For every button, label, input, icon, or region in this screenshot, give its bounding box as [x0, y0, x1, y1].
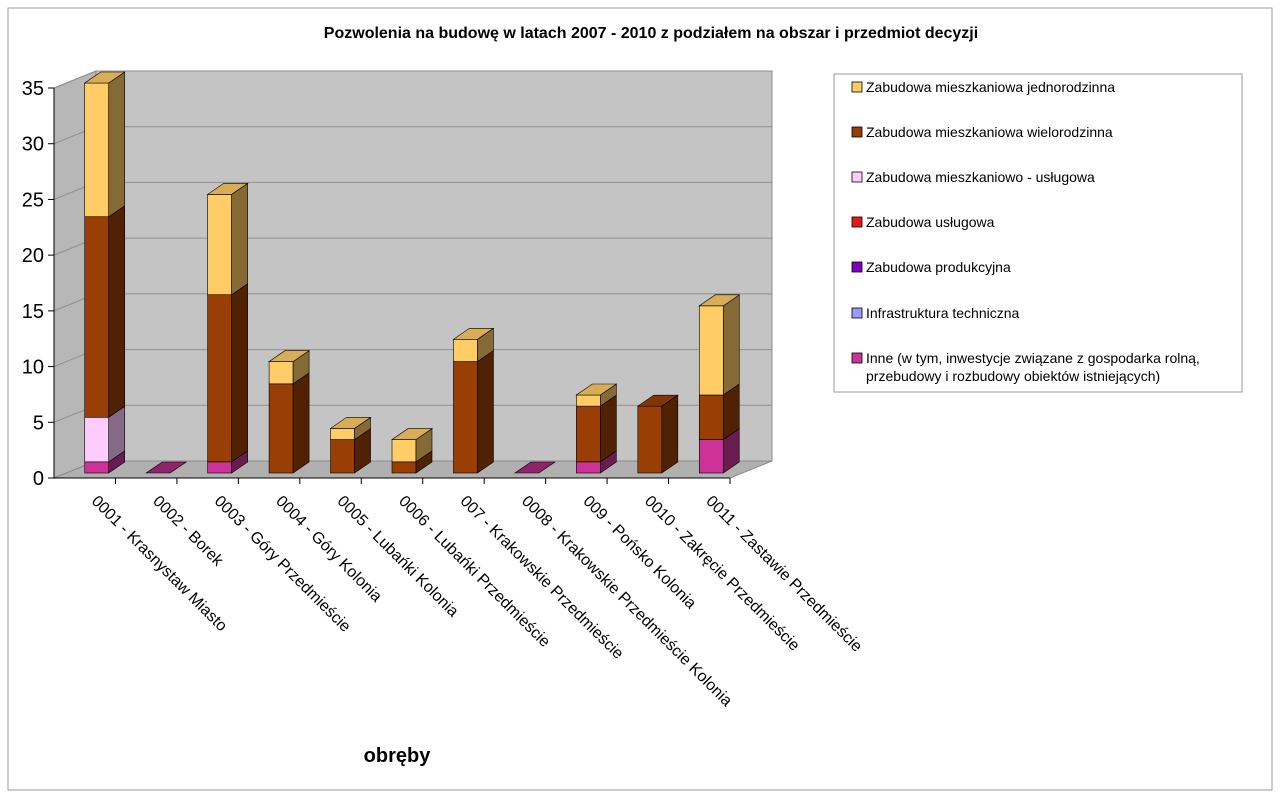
bar-0001-krasnystaw-miasto-zabudowa-mieszkaniowa-jednorodzinna-front — [84, 82, 110, 218]
legend-box — [833, 73, 1243, 393]
chart-title: Pozwolenia na budowę w latach 2007 - 201… — [324, 25, 978, 42]
bar-0010-zakrecie-przedmiescie-zabudowa-mieszkaniowa-wielorodzinna-side — [661, 394, 679, 474]
bar-009-ponsko-kolonia-zabudowa-mieszkaniowa-jednorodzinna-top — [575, 383, 618, 396]
legend-label-zabudowa-produkcyjna: Zabudowa produkcyjna — [866, 259, 1011, 275]
legend-swatch-zabudowa-mieszkaniowa-jednorodzinna — [851, 81, 863, 93]
legend-label-zabudowa-mieszkaniowo-us-ugowa: Zabudowa mieszkaniowo - usługowa — [866, 169, 1095, 185]
legend-label-line: przebudowy i rozbudowy obiektów istnieją… — [866, 368, 1160, 384]
bar-0011-zastawie-przedmiescie-zabudowa-mieszkaniowa-wielorodzinna-front — [698, 394, 724, 440]
legend-label-zabudowa-mieszkaniowa-jednorodzinna: Zabudowa mieszkaniowa jednorodzinna — [866, 79, 1115, 95]
gridline — [53, 70, 772, 89]
legend-swatch-zabudowa-produkcyjna — [851, 261, 863, 273]
legend-label-inne-w-tym-inwestycje-zwiazane-z-gospoda: Inne (w tym, inwestycje związane z gospo… — [866, 350, 1200, 384]
bar-0011-zastawie-przedmiescie-zabudowa-mieszkaniowa-jednorodzinna-side — [722, 294, 740, 396]
bar-0004-gory-kolonia-zabudowa-mieszkaniowa-jednorodzinna-top — [268, 350, 311, 362]
y-tick-label: 15 — [22, 301, 44, 323]
bar-0003-gory-przedmiescie-zabudowa-mieszkaniowa-jednorodzinna-side — [231, 182, 248, 296]
y-tick-label: 5 — [33, 412, 44, 434]
bar-0001-krasnystaw-miasto-zabudowa-mieszkaniowo-us-ugowa-front — [84, 416, 110, 463]
bar-007-krakowskie-przedmiescie-zabudowa-mieszkaniowa-wielorodzinna-front — [453, 361, 478, 474]
x-axis-label: obręby — [364, 745, 432, 767]
y-tick-label: 20 — [22, 245, 44, 267]
bar-0010-zakrecie-przedmiescie-zabudowa-mieszkaniowa-wielorodzinna-front — [637, 405, 663, 474]
bar-0003-gory-przedmiescie-inne-w-tym-inwestycje-zwiazane-z-gospoda-front — [207, 461, 232, 474]
bar-0001-krasnystaw-miasto-inne-w-tym-inwestycje-zwiazane-z-gospoda-front — [84, 461, 110, 474]
bar-0004-gory-kolonia-zabudowa-mieszkaniowa-wielorodzinna-front — [268, 383, 294, 474]
bar-0003-gory-przedmiescie-zabudowa-mieszkaniowa-jednorodzinna-front — [207, 194, 232, 296]
bar-0003-gory-przedmiescie-zabudowa-mieszkaniowa-wielorodzinna-front — [207, 294, 232, 463]
bar-0001-krasnystaw-miasto-zabudowa-mieszkaniowa-wielorodzinna-side — [108, 205, 126, 418]
bar-0010-zakrecie-przedmiescie-zabudowa-mieszkaniowa-wielorodzinna-top — [636, 394, 679, 407]
bar-0005-lubanki-kolonia-zabudowa-mieszkaniowa-wielorodzinna-front — [330, 439, 355, 474]
y-tick-label: 30 — [22, 134, 44, 156]
bar-0004-gory-kolonia-zabudowa-mieszkaniowa-wielorodzinna-side — [292, 372, 310, 474]
legend-label-infrastruktura-techniczna: Infrastruktura techniczna — [866, 305, 1020, 321]
bars-group — [83, 71, 741, 474]
bar-007-krakowskie-przedmiescie-zabudowa-mieszkaniowa-jednorodzinna-front — [453, 338, 478, 362]
bar-0006-lubanki-przedmiescie-zabudowa-mieszkaniowa-wielorodzinna-front — [391, 461, 417, 474]
y-tick-label: 0 — [33, 468, 44, 490]
bar-0006-lubanki-przedmiescie-zabudowa-mieszkaniowa-jednorodzinna-front — [391, 439, 417, 463]
legend-swatch-zabudowa-us-ugowa — [851, 216, 863, 228]
y-tick-label: 25 — [22, 189, 44, 211]
bar-0001-krasnystaw-miasto-zabudowa-mieszkaniowa-jednorodzinna-top — [83, 71, 126, 84]
legend-swatch-zabudowa-mieszkaniowo-us-ugowa — [851, 171, 863, 183]
bar-0005-lubanki-kolonia-zabudowa-mieszkaniowa-jednorodzinna-top — [329, 417, 372, 429]
bar-0001-krasnystaw-miasto-zabudowa-mieszkaniowa-wielorodzinna-front — [84, 216, 110, 418]
bar-0001-krasnystaw-miasto-zabudowa-mieszkaniowa-jednorodzinna-side — [108, 71, 126, 218]
legend-swatch-zabudowa-mieszkaniowa-wielorodzinna — [851, 126, 863, 138]
y-tick-label: 35 — [22, 78, 44, 100]
bar-0011-zastawie-przedmiescie-zabudowa-mieszkaniowa-jednorodzinna-front — [698, 305, 724, 396]
bar-009-ponsko-kolonia-zabudowa-mieszkaniowa-wielorodzinna-side — [600, 394, 617, 463]
bar-007-krakowskie-przedmiescie-zabudowa-mieszkaniowa-jednorodzinna-top — [452, 327, 495, 340]
bar-0003-gory-przedmiescie-zabudowa-mieszkaniowa-jednorodzinna-top — [206, 183, 249, 195]
legend-swatch-infrastruktura-techniczna — [851, 307, 863, 319]
bar-0003-gory-przedmiescie-zabudowa-mieszkaniowa-wielorodzinna-side — [231, 283, 248, 463]
bar-0006-lubanki-przedmiescie-zabudowa-mieszkaniowa-jednorodzinna-top — [391, 428, 433, 440]
legend: Zabudowa mieszkaniowa jednorodzinna Zabud… — [833, 73, 1243, 393]
bar-0005-lubanki-kolonia-zabudowa-mieszkaniowa-jednorodzinna-front — [330, 428, 355, 440]
legend-label-zabudowa-us-ugowa: Zabudowa usługowa — [866, 214, 995, 230]
bar-empty-slab-0002-borek — [145, 461, 188, 474]
bar-0004-gory-kolonia-zabudowa-mieszkaniowa-jednorodzinna-front — [268, 361, 294, 385]
bar-009-ponsko-kolonia-zabudowa-mieszkaniowa-wielorodzinna-front — [576, 405, 601, 463]
legend-label-zabudowa-mieszkaniowa-wielorodzinna: Zabudowa mieszkaniowa wielorodzinna — [866, 124, 1113, 140]
bar-009-ponsko-kolonia-inne-w-tym-inwestycje-zwiazane-z-gospoda-front — [576, 461, 601, 474]
y-tick-label: 10 — [22, 357, 44, 379]
bar-007-krakowskie-przedmiescie-zabudowa-mieszkaniowa-wielorodzinna-side — [477, 350, 494, 474]
legend-label-line: Inne (w tym, inwestycje związane z gospo… — [866, 350, 1200, 366]
bar-0011-zastawie-przedmiescie-zabudowa-mieszkaniowa-jednorodzinna-top — [698, 294, 741, 307]
bar-0011-zastawie-przedmiescie-inne-w-tym-inwestycje-zwiazane-z-gospoda-front — [698, 439, 724, 474]
legend-swatch-inne-w-tym-inwestycje-zwiazane-z-gospoda — [851, 352, 863, 364]
bar-009-ponsko-kolonia-zabudowa-mieszkaniowa-jednorodzinna-front — [576, 394, 601, 407]
bar-empty-slab-0008-krakowskie-przedmiescie-kolonia — [513, 461, 556, 474]
